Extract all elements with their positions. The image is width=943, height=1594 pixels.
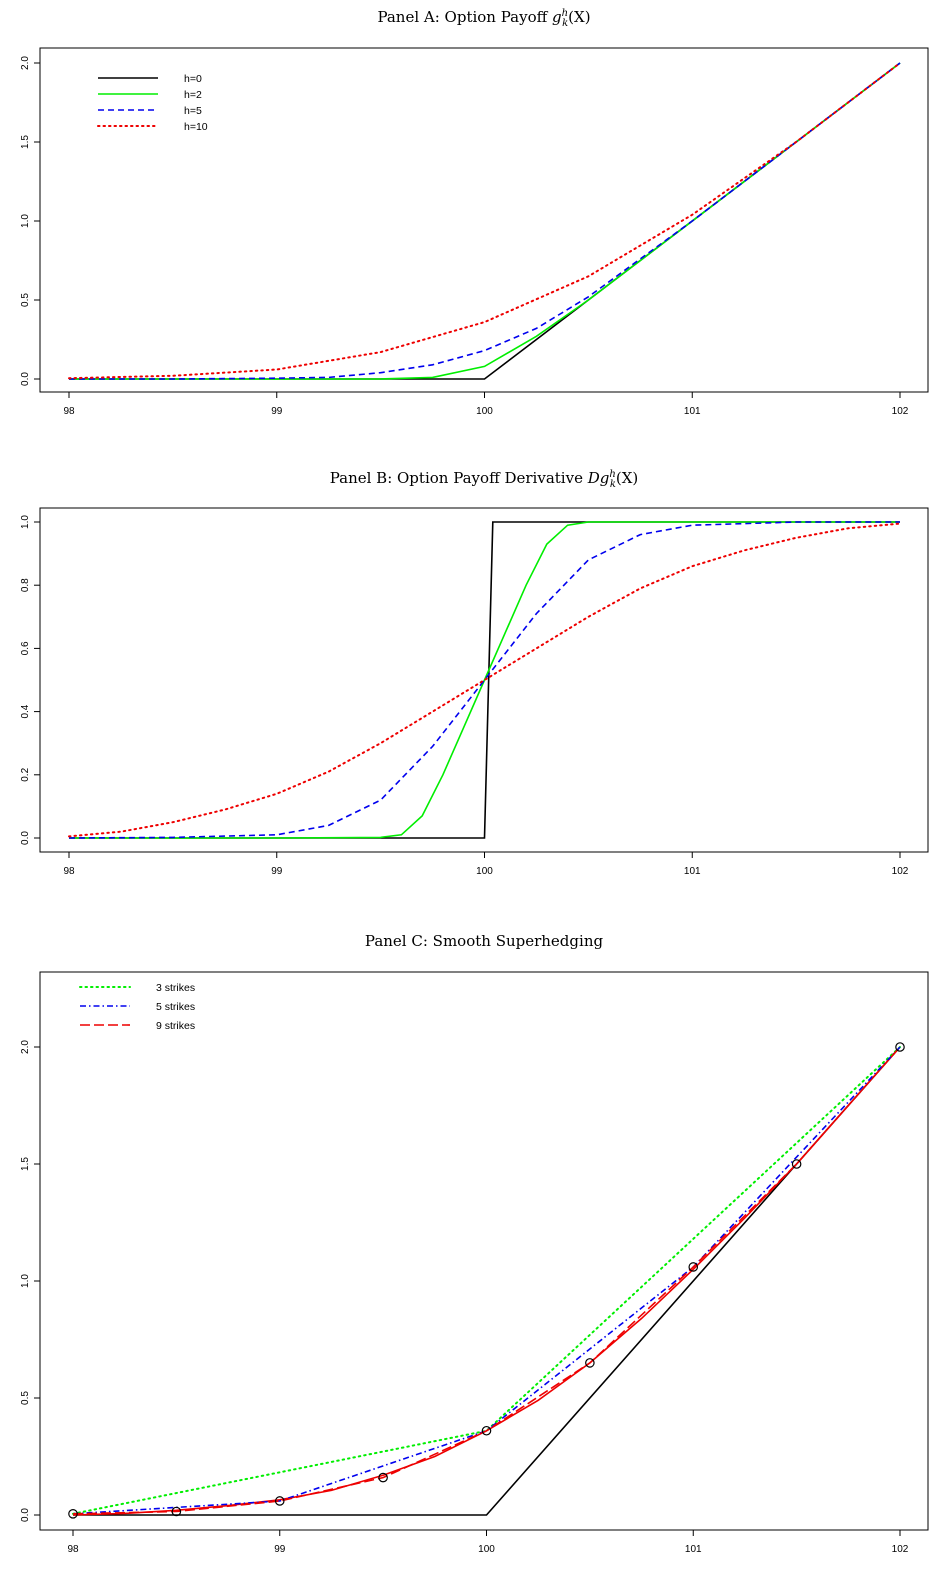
y-tick-label: 0.0 xyxy=(20,372,31,386)
y-tick-label: 0.0 xyxy=(20,831,31,845)
legend-label: h=5 xyxy=(184,105,202,117)
strike-point xyxy=(481,1425,492,1436)
strike-point xyxy=(895,1042,905,1052)
strike-point xyxy=(791,1159,802,1169)
series-line-4 xyxy=(72,1046,901,1515)
y-tick-label: 0.0 xyxy=(20,1508,31,1522)
x-tick-label: 99 xyxy=(274,1544,286,1555)
x-tick-label: 99 xyxy=(271,406,283,417)
legend: h=0 h=2 h=5 h=10 xyxy=(97,73,208,133)
x-tick-label: 101 xyxy=(685,1544,702,1555)
series-line-1 xyxy=(69,521,900,839)
x-tick-label: 98 xyxy=(67,1544,79,1555)
legend-label: 5 strikes xyxy=(156,1001,195,1013)
y-tick-label: 1.5 xyxy=(20,1157,31,1171)
x-tick-label: 100 xyxy=(476,406,493,417)
y-tick-label: 0.6 xyxy=(20,641,31,655)
chart-title: Panel B: Option Payoff Derivative Dgh k(X… xyxy=(330,469,639,490)
x-tick-label: 101 xyxy=(684,866,701,877)
series-line-0 xyxy=(73,1046,901,1516)
strike-point xyxy=(68,1509,78,1519)
legend-label: 3 strikes xyxy=(156,982,195,994)
y-tick-label: 1.0 xyxy=(20,515,31,529)
y-tick-label: 1.0 xyxy=(20,214,31,228)
x-tick-label: 98 xyxy=(63,406,75,417)
panel-b: Panel B: Option Payoff Derivative Dgh k(X… xyxy=(20,469,929,877)
y-tick-label: 0.5 xyxy=(20,1391,31,1405)
legend-label: 9 strikes xyxy=(156,1020,195,1032)
legend-label: h=10 xyxy=(184,121,208,133)
strike-point xyxy=(274,1496,285,1506)
series-line-2 xyxy=(72,1046,901,1515)
x-tick-label: 99 xyxy=(271,866,283,877)
x-tick-label: 102 xyxy=(892,1544,909,1555)
y-tick-label: 0.8 xyxy=(20,578,31,592)
strike-point xyxy=(585,1358,595,1368)
chart-title: Panel C: Smooth Superhedging xyxy=(365,932,604,950)
x-tick-label: 102 xyxy=(892,866,909,877)
series-line-3 xyxy=(68,62,901,380)
y-tick-label: 0.4 xyxy=(20,704,31,718)
x-tick-label: 98 xyxy=(63,866,75,877)
plot-frame xyxy=(39,47,929,393)
y-tick-label: 1.5 xyxy=(20,135,31,149)
y-tick-label: 2.0 xyxy=(20,56,31,70)
strike-point xyxy=(171,1506,182,1517)
series-line-1 xyxy=(72,1046,901,1516)
x-tick-label: 100 xyxy=(476,866,493,877)
legend-label: h=2 xyxy=(184,89,202,101)
y-tick-label: 2.0 xyxy=(20,1040,31,1054)
panel-a: Panel A: Option Payoff gh k(X) 98 99 100 101 1… xyxy=(20,8,929,417)
y-tick-label: 0.2 xyxy=(20,767,31,781)
x-tick-label: 102 xyxy=(892,406,909,417)
y-tick-label: 1.0 xyxy=(20,1274,31,1288)
chart-title: Panel A: Option Payoff gh k(X) xyxy=(377,8,590,29)
legend-label: h=0 xyxy=(184,73,202,85)
plot-frame xyxy=(39,971,929,1531)
x-tick-label: 101 xyxy=(684,406,701,417)
legend: 3 strikes 5 strikes 9 strikes xyxy=(79,982,195,1032)
strike-point xyxy=(688,1262,699,1272)
series-line-1 xyxy=(69,62,901,380)
y-tick-label: 0.5 xyxy=(20,293,31,307)
series-line-3 xyxy=(72,1046,901,1515)
panel-c: Panel C: Smooth Superhedging 98 99 100 101 10… xyxy=(20,932,929,1555)
strike-point xyxy=(378,1472,388,1483)
series-line-2 xyxy=(69,62,901,380)
x-tick-label: 100 xyxy=(478,1544,495,1555)
series-line-3 xyxy=(68,522,901,838)
